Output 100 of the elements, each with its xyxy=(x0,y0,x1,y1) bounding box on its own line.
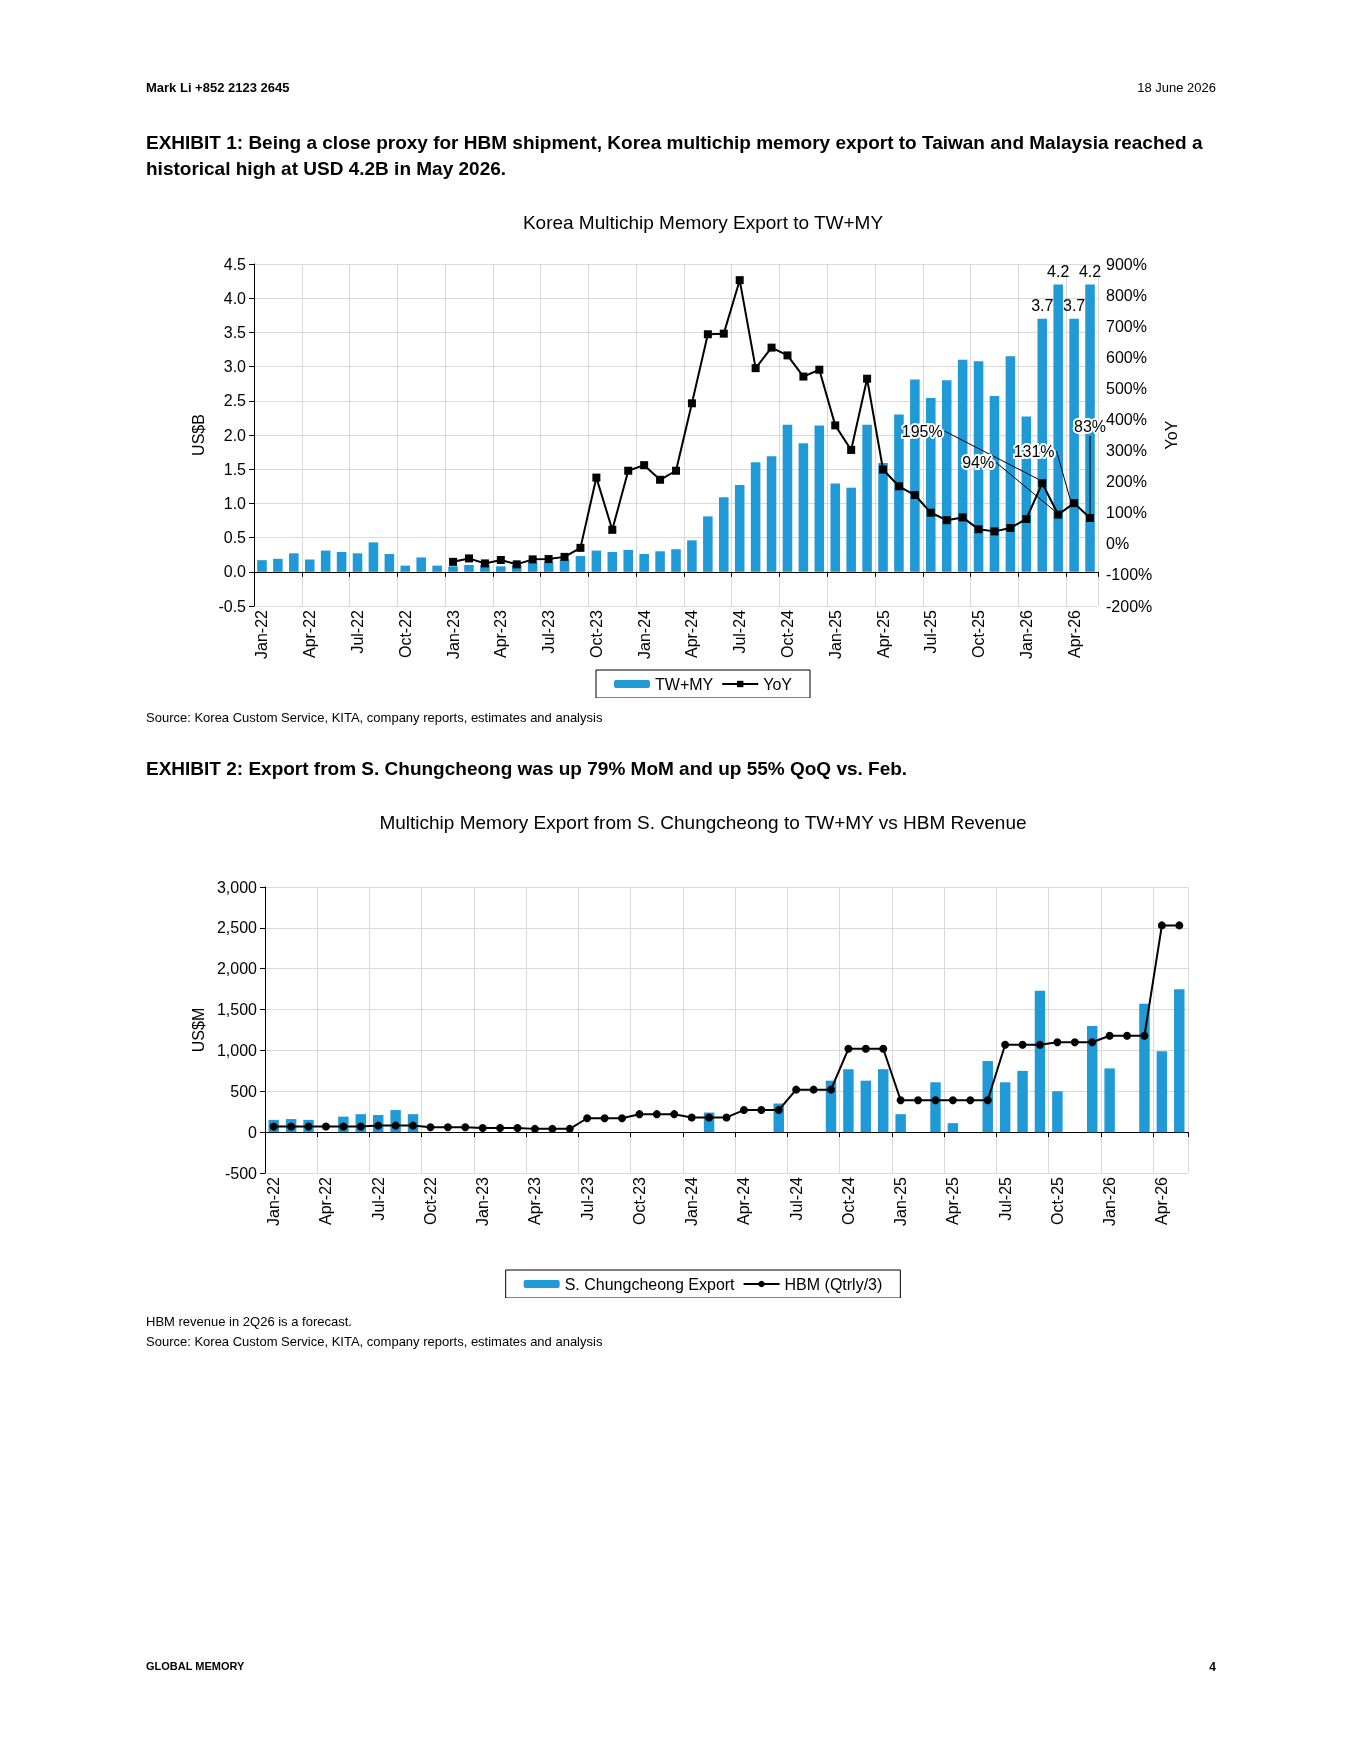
y2-tick-label: 600% xyxy=(1106,348,1147,366)
point xyxy=(774,1106,783,1115)
bar xyxy=(368,542,379,572)
point xyxy=(1006,523,1015,532)
point xyxy=(1140,1031,1149,1040)
point xyxy=(565,1124,574,1133)
source-note: Source: Korea Custom Service, KITA, company reports, estimates and analysis xyxy=(146,1333,603,1351)
point xyxy=(548,1124,557,1133)
point xyxy=(528,555,537,564)
x-tick-label: Oct-22 xyxy=(396,609,414,659)
point xyxy=(560,552,569,561)
point xyxy=(672,466,680,475)
bar xyxy=(320,550,331,572)
point xyxy=(480,559,489,568)
source-note: Source: Korea Custom Service, KITA, company reports, estimates and analysis xyxy=(146,709,603,727)
y-tick-label: 3.5 xyxy=(223,323,247,341)
y2-tick-label: 0% xyxy=(1106,535,1130,553)
legend-label: TW+MY xyxy=(655,675,714,693)
y-tick-label: 2,000 xyxy=(216,960,258,978)
x-tick-label: Jan-23 xyxy=(444,609,462,659)
bar xyxy=(304,559,315,572)
point xyxy=(910,491,919,500)
x-tick-label: Jan-23 xyxy=(474,1176,492,1226)
x-tick-label: Jul-25 xyxy=(922,609,940,654)
point xyxy=(461,1123,470,1132)
x-tick-label: Oct-22 xyxy=(421,1176,439,1226)
point xyxy=(739,1106,748,1115)
point xyxy=(1018,1040,1027,1049)
data-label: 131% xyxy=(1013,442,1055,460)
x-tick-label: Apr-22 xyxy=(317,1176,335,1226)
bar xyxy=(830,483,841,572)
point xyxy=(974,525,983,534)
bar xyxy=(1139,1003,1150,1133)
point xyxy=(583,1114,592,1123)
bar xyxy=(464,564,474,572)
text: 4 xyxy=(1209,1660,1216,1674)
bar xyxy=(352,553,363,572)
y2-tick-label: -100% xyxy=(1106,566,1153,584)
x-tick-label: Apr-25 xyxy=(874,609,892,659)
point xyxy=(1070,1038,1079,1047)
point xyxy=(670,1110,679,1119)
bar xyxy=(814,425,825,572)
bar xyxy=(1053,284,1063,572)
x-tick-label: Apr-24 xyxy=(735,1176,753,1226)
point xyxy=(958,513,967,522)
point xyxy=(624,466,633,475)
legend-label: HBM (Qtrly/3) xyxy=(784,1275,883,1293)
bar xyxy=(416,557,426,572)
point xyxy=(1123,1031,1132,1040)
y2-tick-label: 400% xyxy=(1106,410,1147,428)
bar xyxy=(289,553,299,572)
chart-title: Korea Multichip Memory Export to TW+MY xyxy=(522,212,884,233)
point xyxy=(815,365,824,374)
point xyxy=(942,516,951,525)
bar xyxy=(1052,1091,1063,1133)
y-tick-label: 0.5 xyxy=(223,529,247,547)
point xyxy=(914,1096,923,1105)
point xyxy=(592,473,601,482)
point xyxy=(618,1114,627,1123)
x-tick-label: Oct-25 xyxy=(1048,1176,1066,1226)
bar xyxy=(734,484,745,572)
bar xyxy=(999,1082,1011,1133)
text: GLOBAL MEMORY xyxy=(146,1660,245,1672)
text: 18 June 2026 xyxy=(1137,80,1216,95)
chart-subtitle: EXHIBIT 2: Export from S. Chungcheong was up 79% MoM and up 55% QoQ vs. Feb. xyxy=(146,757,909,781)
bar xyxy=(1017,1070,1028,1133)
point xyxy=(827,1085,835,1094)
bar xyxy=(639,554,649,572)
bar xyxy=(527,562,538,572)
point xyxy=(948,1096,957,1105)
point xyxy=(513,1124,522,1133)
point xyxy=(1088,1038,1097,1047)
x-tick-label: Apr-23 xyxy=(526,1176,544,1226)
point xyxy=(783,351,792,360)
bar xyxy=(1156,1051,1168,1133)
x-tick-label: Jul-23 xyxy=(540,609,558,654)
bar xyxy=(607,551,618,572)
x-tick-label: Jan-26 xyxy=(1017,609,1035,659)
y2-tick-label: 300% xyxy=(1106,442,1147,460)
point xyxy=(757,1106,766,1115)
x-tick-label: Jul-22 xyxy=(369,1176,387,1221)
point xyxy=(608,525,617,534)
bar xyxy=(894,414,904,572)
point xyxy=(861,1044,870,1053)
y2-tick-label: -200% xyxy=(1106,597,1153,615)
bar xyxy=(862,424,872,572)
point xyxy=(1001,1040,1010,1049)
point xyxy=(719,329,728,338)
legend-label: S. Chungcheong Export xyxy=(564,1275,736,1293)
point xyxy=(1054,510,1063,519)
point xyxy=(640,461,649,470)
data-label: 3.7 xyxy=(1062,297,1086,315)
point xyxy=(656,475,665,484)
x-tick-label: Oct-24 xyxy=(839,1176,857,1226)
bar xyxy=(703,516,713,572)
y2-tick-label: 700% xyxy=(1106,317,1147,335)
point xyxy=(530,1124,539,1133)
bar xyxy=(1086,1025,1098,1133)
point xyxy=(751,364,760,373)
bar xyxy=(846,487,856,572)
